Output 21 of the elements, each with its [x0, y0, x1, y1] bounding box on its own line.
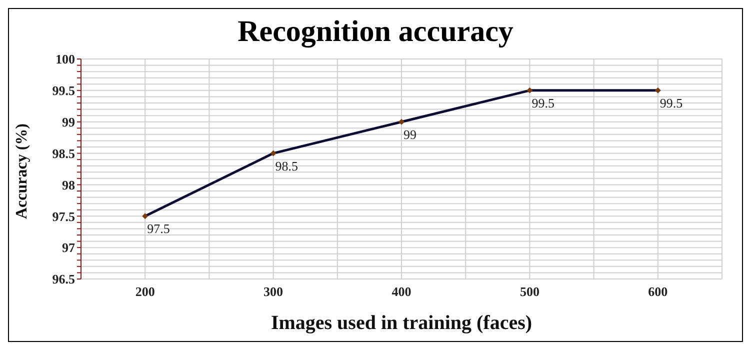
y-tick-label: 98	[62, 177, 76, 192]
chart-title: Recognition accuracy	[238, 15, 514, 48]
y-tick-label: 97.5	[52, 208, 76, 224]
data-label: 99.5	[660, 95, 683, 110]
x-tick-label: 400	[392, 284, 412, 300]
y-tick-label: 99.5	[52, 83, 76, 98]
x-tick-label: 300	[264, 284, 284, 300]
y-tick-label: 96.5	[52, 272, 76, 287]
x-tick-label: 500	[520, 284, 540, 300]
x-tick-label: 600	[648, 284, 668, 300]
x-tick-label: 200	[135, 284, 155, 300]
y-tick-label: 100	[56, 52, 75, 67]
x-axis-title: Images used in training (faces)	[270, 312, 532, 334]
y-tick-label: 97	[62, 240, 76, 256]
data-label: 99.5	[532, 95, 554, 110]
data-label: 98.5	[275, 158, 298, 174]
data-label: 99	[404, 126, 416, 142]
data-label: 97.5	[147, 221, 170, 236]
y-tick-label: 98.5	[52, 146, 76, 161]
y-tick-label: 99	[62, 114, 76, 130]
y-axis-title: Accuracy (%)	[14, 123, 31, 219]
